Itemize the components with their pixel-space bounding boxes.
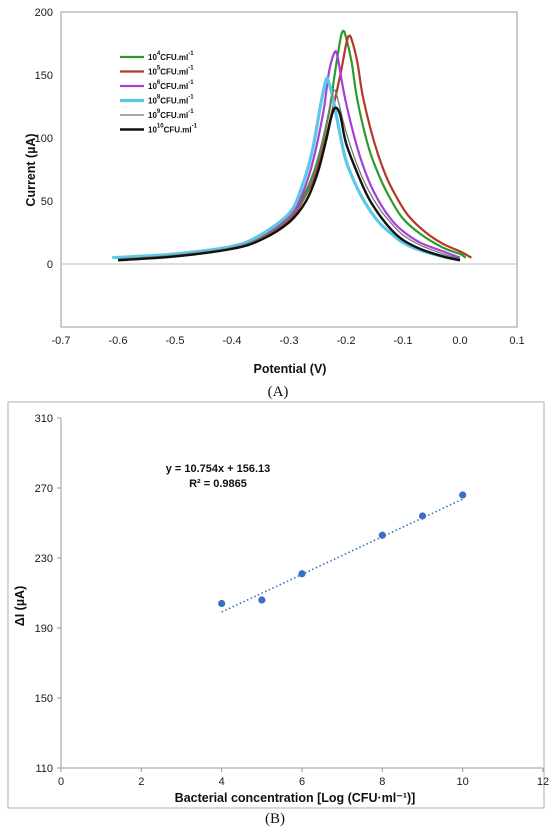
chart-a-legend-label-0: 104CFU.ml-1	[148, 51, 194, 62]
chart-b: 0 2 4 6 8 10 12 110 150 190 230 270 310 y = 10.754x…	[7, 401, 549, 827]
chart-b-point	[258, 596, 266, 604]
chart-a-legend-label-2: 106CFU.ml-1	[148, 80, 194, 91]
chart-a-legend-label-4: 109CFU.ml-1	[148, 109, 194, 120]
chart-a-x-tick-label: 0.1	[509, 335, 524, 347]
chart-b-trendline	[221, 498, 464, 613]
chart-a-legend-label-3: 108CFU.ml-1	[148, 95, 194, 106]
chart-b-x-tick-label: 8	[379, 776, 385, 788]
chart-b-x-axis-label: Bacterial concentration [Log (CFU·ml⁻¹)]	[175, 791, 416, 805]
chart-b-y-tick-label: 190	[35, 623, 53, 635]
chart-a-legend: 104CFU.ml-1 105CFU.ml-1 106CFU.ml-1 108CFU.…	[120, 51, 198, 135]
chart-b-x-tick-label: 2	[138, 776, 144, 788]
chart-b-point	[378, 531, 386, 539]
chart-a-series-line-5	[117, 106, 461, 262]
chart-b-r-squared: R² = 0.9865	[189, 478, 247, 490]
chart-a-y-tick-label: 100	[35, 133, 53, 145]
chart-b-outer-frame	[7, 401, 545, 809]
chart-a-y-tick-label: 0	[47, 259, 53, 271]
chart-b-x-ticks: 0 2 4 6 8 10 12	[58, 768, 549, 788]
chart-b-x-tick-label: 4	[219, 776, 225, 788]
chart-a-x-ticks: -0.7 -0.6 -0.5 -0.4 -0.3 -0.2 -0.1 0.0 0.1	[52, 335, 525, 347]
chart-a-legend-label-1: 105CFU.ml-1	[148, 66, 194, 77]
chart-b-y-tick-label: 150	[35, 693, 53, 705]
chart-a-y-tick-label: 200	[35, 7, 53, 19]
chart-b-equation: y = 10.754x + 156.13	[166, 463, 271, 475]
chart-b-point	[218, 599, 226, 608]
chart-b-y-tick-label: 270	[35, 483, 53, 495]
chart-a-x-tick-label: -0.5	[166, 335, 185, 347]
chart-a-x-tick-label: -0.4	[223, 335, 242, 347]
chart-a-x-tick-label: 0.0	[452, 335, 467, 347]
chart-b-point	[298, 570, 306, 578]
chart-a-x-tick-label: -0.3	[280, 335, 299, 347]
chart-a-series-line-3	[112, 76, 461, 262]
chart-a-x-axis-label: Potential (V)	[254, 362, 327, 376]
chart-b-y-axis-label: ΔI (µA)	[13, 586, 27, 627]
chart-b-y-tick-label: 310	[35, 413, 53, 425]
chart-b-x-tick-label: 10	[457, 776, 469, 788]
chart-b-point	[459, 491, 467, 499]
chart-b-y-ticks: 110 150 190 230 270 310	[35, 413, 61, 775]
chart-a-x-tick-label: -0.2	[337, 335, 356, 347]
chart-a-x-tick-label: -0.7	[52, 335, 71, 347]
chart-a-panel-label: (A)	[268, 384, 289, 400]
chart-a-y-axis-label: Current (µA)	[24, 133, 38, 206]
chart-a-series-line-4	[117, 89, 461, 260]
chart-a-x-tick-label: -0.6	[109, 335, 128, 347]
chart-b-y-tick-label: 110	[35, 763, 53, 775]
chart-b-point	[418, 512, 427, 520]
chart-a-y-tick-label: 150	[35, 70, 53, 82]
chart-a-plot-frame	[60, 11, 518, 328]
chart-a-y-tick-label: 50	[41, 196, 53, 208]
chart-a-y-ticks: 0 50 100 150 200	[35, 7, 53, 271]
chart-b-y-tick-label: 230	[35, 553, 53, 565]
chart-a-series-lines	[112, 29, 472, 262]
chart-b-x-tick-label: 0	[58, 776, 64, 788]
chart-a-legend-label-5: 1010CFU.ml-1	[148, 124, 198, 135]
chart-a: -0.7 -0.6 -0.5 -0.4 -0.3 -0.2 -0.1 0.0 0.1 0 50 10…	[24, 7, 525, 400]
chart-b-x-tick-label: 6	[299, 776, 305, 788]
chart-b-points	[218, 491, 467, 608]
chart-b-panel-label: (B)	[265, 811, 285, 827]
chart-a-x-tick-label: -0.1	[394, 335, 413, 347]
chart-b-x-tick-label: 12	[537, 776, 549, 788]
